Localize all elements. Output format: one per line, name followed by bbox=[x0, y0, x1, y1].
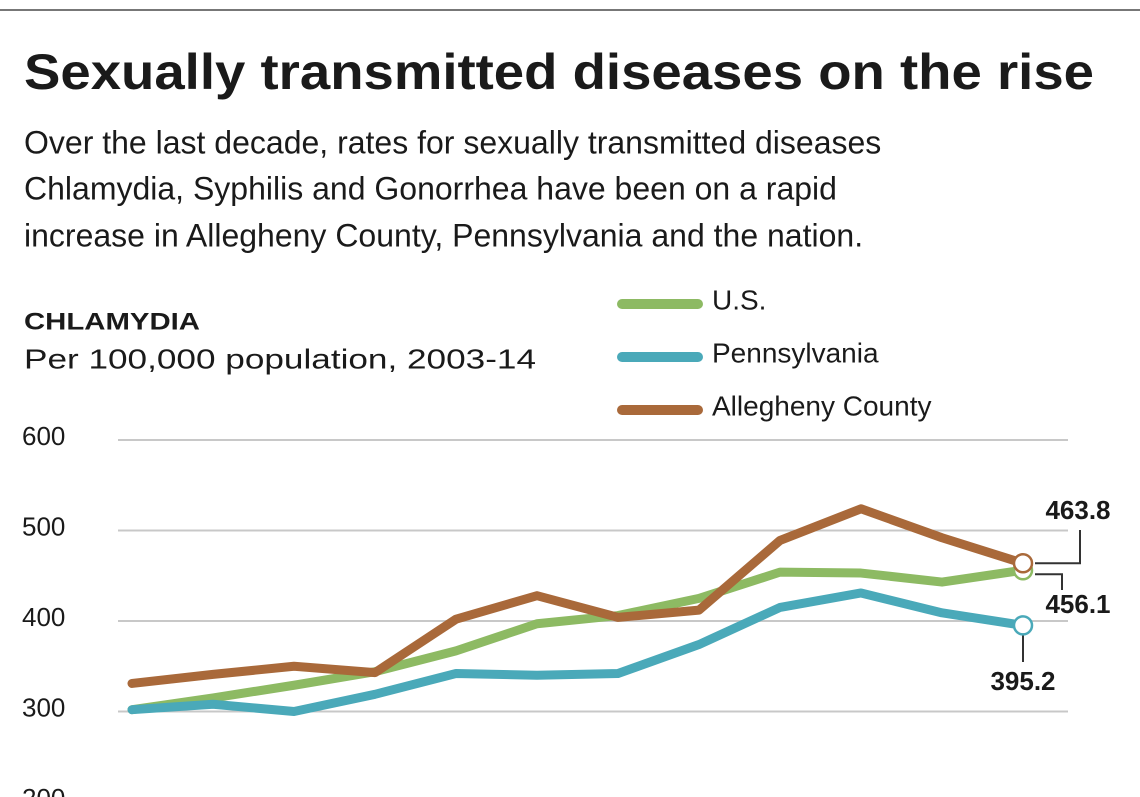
subtitle: Chlamydia, Syphilis and Gonorrhea have b… bbox=[24, 170, 837, 206]
legend-label: Pennsylvania bbox=[712, 337, 879, 368]
leader-line bbox=[1035, 573, 1063, 590]
subtitle: Over the last decade, rates for sexually… bbox=[24, 124, 881, 160]
legend-label: U.S. bbox=[712, 284, 766, 315]
subtitle: increase in Allegheny County, Pennsylvan… bbox=[24, 217, 863, 253]
series-line bbox=[127, 588, 1028, 716]
series-line bbox=[127, 565, 1028, 715]
series-line bbox=[127, 504, 1028, 688]
y-tick-label: 200 bbox=[22, 783, 65, 797]
legend-label: Allegheny County bbox=[712, 390, 931, 421]
data-label: 456.1 bbox=[1045, 589, 1110, 619]
y-tick-label: 400 bbox=[22, 602, 65, 632]
end-marker bbox=[1012, 615, 1034, 636]
y-tick-label: 600 bbox=[22, 421, 65, 451]
data-label: 395.2 bbox=[990, 666, 1055, 696]
data-label: 463.8 bbox=[1045, 495, 1110, 525]
end-marker bbox=[1012, 553, 1034, 574]
leader-line bbox=[1035, 530, 1081, 565]
chart-title: CHLAMYDIA bbox=[24, 308, 200, 335]
axis-label: Per 100,000 population, 2003-14 bbox=[24, 343, 536, 374]
y-tick-label: 300 bbox=[22, 692, 65, 722]
y-tick-label: 500 bbox=[22, 511, 65, 541]
title: Sexually transmitted diseases on the ris… bbox=[24, 44, 1094, 100]
